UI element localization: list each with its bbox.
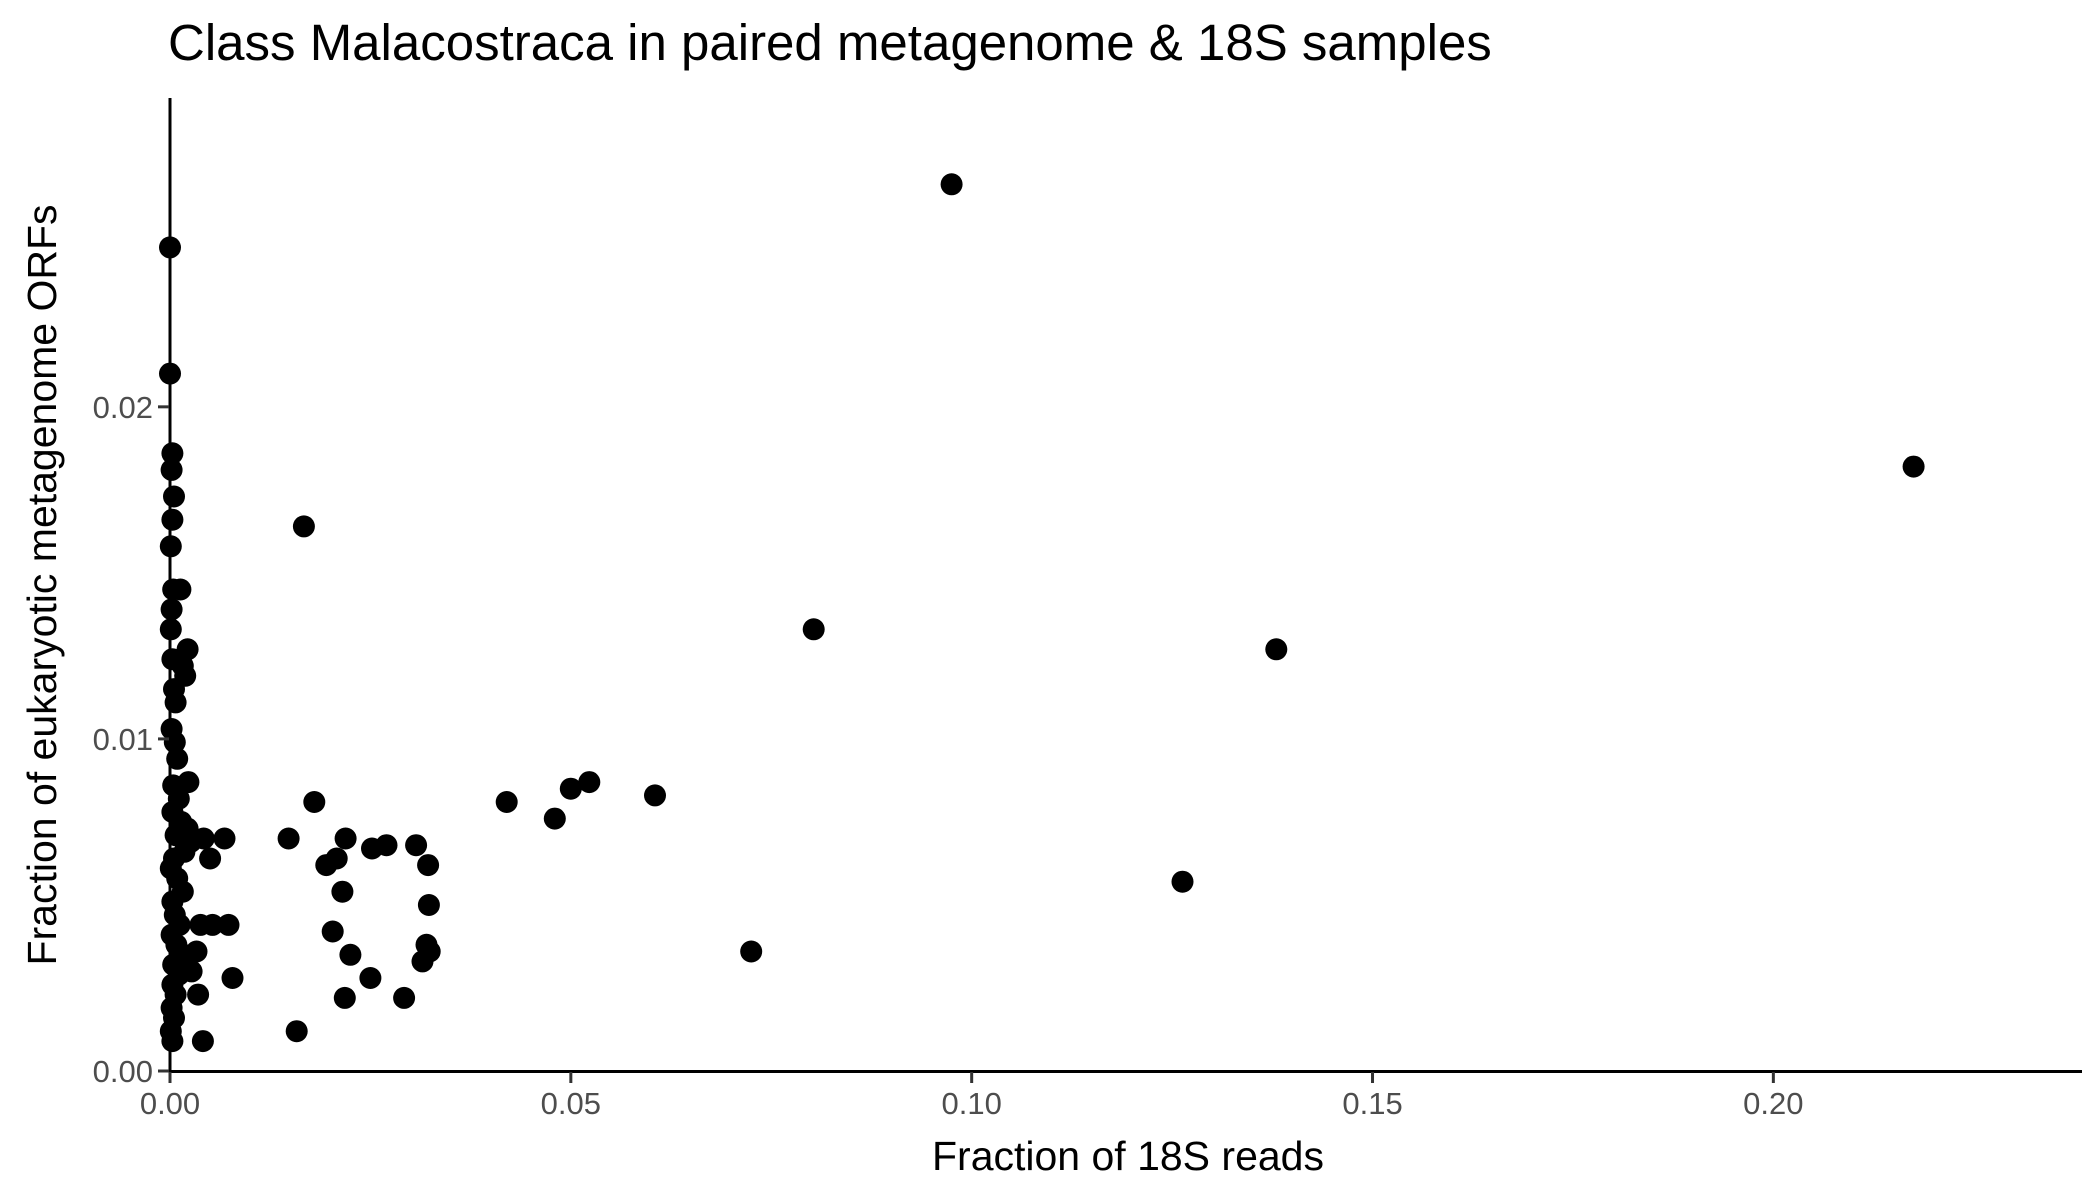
data-point xyxy=(578,771,601,794)
data-point xyxy=(201,913,224,936)
data-point xyxy=(940,173,963,196)
data-point xyxy=(393,986,416,1009)
x-tick-label: 0.10 xyxy=(942,1086,1002,1121)
data-point xyxy=(161,1030,184,1053)
data-point xyxy=(417,894,440,916)
data-point xyxy=(333,986,356,1009)
data-point xyxy=(164,691,187,714)
data-point xyxy=(192,827,215,850)
data-point xyxy=(303,791,326,813)
data-point xyxy=(543,807,566,830)
data-point xyxy=(292,515,315,538)
data-point xyxy=(1171,870,1194,893)
x-tick-label: 0.05 xyxy=(541,1086,601,1121)
data-point xyxy=(417,854,440,877)
data-point xyxy=(331,880,354,903)
data-point xyxy=(160,598,183,621)
data-point xyxy=(162,578,185,601)
data-point xyxy=(418,940,441,963)
y-axis-ticks: 0.00 0.01 0.02 xyxy=(93,390,169,1089)
x-axis-ticks: 0.00 0.05 0.10 0.15 0.20 xyxy=(140,1072,1804,1121)
data-point xyxy=(180,960,203,983)
data-points xyxy=(159,173,1925,1053)
data-point xyxy=(405,834,428,857)
chart-title: Class Malacostraca in paired metagenome … xyxy=(168,14,1492,71)
data-point xyxy=(359,967,382,989)
data-point xyxy=(375,834,398,857)
data-point xyxy=(334,827,357,850)
data-point xyxy=(160,458,183,481)
data-point xyxy=(325,847,348,870)
y-tick-label: 0.01 xyxy=(93,722,153,757)
data-point xyxy=(166,747,189,770)
data-point xyxy=(185,940,208,963)
data-point xyxy=(217,913,240,936)
data-point xyxy=(163,485,185,508)
y-axis-title: Fraction of eukaryotic metagenome ORFs xyxy=(19,204,65,965)
x-tick-label: 0.20 xyxy=(1743,1086,1803,1121)
x-axis-title: Fraction of 18S reads xyxy=(932,1133,1324,1179)
y-tick-label: 0.02 xyxy=(93,390,153,425)
data-point xyxy=(285,1020,308,1043)
data-point xyxy=(559,777,582,800)
data-point xyxy=(199,847,222,870)
data-point xyxy=(339,943,362,966)
data-point xyxy=(187,983,210,1006)
data-point xyxy=(740,940,763,963)
data-point xyxy=(802,618,825,641)
data-point xyxy=(161,442,184,465)
data-point xyxy=(191,1030,214,1053)
data-point xyxy=(213,827,236,850)
data-point xyxy=(1902,455,1925,478)
data-point xyxy=(277,827,300,850)
x-tick-label: 0.15 xyxy=(1342,1086,1402,1121)
data-point xyxy=(161,508,184,531)
data-point xyxy=(321,920,344,943)
data-point xyxy=(644,784,666,807)
data-point xyxy=(1265,638,1288,661)
x-tick-label: 0.00 xyxy=(140,1086,200,1121)
y-tick-label: 0.00 xyxy=(93,1054,153,1089)
data-point xyxy=(495,791,518,813)
data-point xyxy=(221,967,244,989)
